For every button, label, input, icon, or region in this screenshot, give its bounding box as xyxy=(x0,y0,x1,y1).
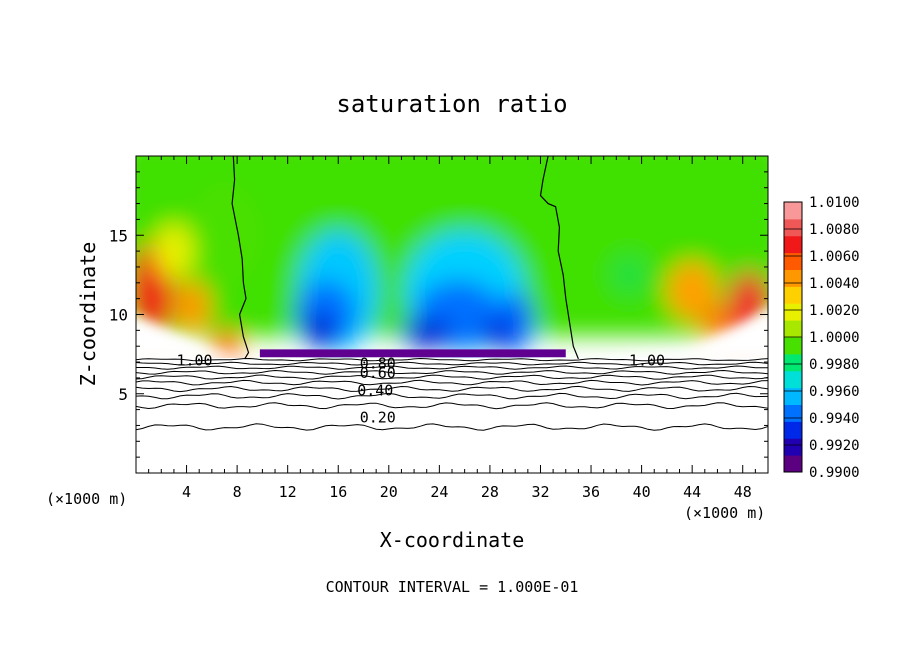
contour-labels: 1.00 1.00 0.800.600.40 0.20 xyxy=(176,351,665,426)
y-axis-label: Z-coordinate xyxy=(76,242,100,387)
x-tick-label: 12 xyxy=(279,483,297,501)
colorbar-swatch xyxy=(784,353,802,372)
x-tick-label: 28 xyxy=(481,483,499,501)
colorbar-label: 1.0060 xyxy=(809,249,860,265)
x-tick-label: 24 xyxy=(430,483,448,501)
field-fringe xyxy=(259,349,566,358)
contour-label: 0.40 xyxy=(357,382,393,400)
colorbar-label: 1.0080 xyxy=(809,222,860,238)
contour-label: 0.60 xyxy=(360,364,396,382)
colorbar-label: 0.9940 xyxy=(809,411,860,427)
colorbar-swatch xyxy=(784,303,802,321)
field-blob xyxy=(213,329,242,358)
contour-line xyxy=(136,402,768,410)
x-tick-label: 48 xyxy=(734,483,752,501)
x-tick-label: 32 xyxy=(531,483,549,501)
contour-label: 1.00 xyxy=(629,351,665,369)
colorbar-swatch xyxy=(784,286,802,304)
contour-interval-footer: CONTOUR INTERVAL = 1.000E-01 xyxy=(326,578,579,596)
x-tick-label: 4 xyxy=(182,483,191,501)
field-blob xyxy=(701,306,734,339)
contour-line xyxy=(136,369,768,375)
colorbar-swatch xyxy=(784,404,802,422)
saturation-field xyxy=(136,156,768,473)
mask-right xyxy=(591,307,768,359)
colorbar-label: 0.9980 xyxy=(809,357,860,373)
contour-line xyxy=(136,374,768,380)
contour-line xyxy=(136,361,768,366)
y-tick-label: 15 xyxy=(109,226,128,245)
y-tick-label: 5 xyxy=(118,385,128,404)
x-axis-ticks: 4 8 12 16 20 24 28 32 36 40 44 48 xyxy=(148,156,756,501)
colorbar-swatch xyxy=(784,320,802,338)
contour-line xyxy=(136,392,768,400)
contour-line xyxy=(136,357,768,362)
contour-lines xyxy=(136,156,768,431)
field-blob xyxy=(301,314,338,347)
colorbar-swatch xyxy=(784,337,802,355)
colorbar-label: 1.0020 xyxy=(809,303,860,319)
contour-line xyxy=(136,379,768,386)
colorbar-swatch xyxy=(784,269,802,287)
colorbar: 1.0100 1.0080 1.0060 1.0040 1.0020 1.0000 0.99… xyxy=(783,195,860,481)
field-blob xyxy=(666,260,719,321)
field-blob xyxy=(188,183,261,288)
contour-line xyxy=(136,385,768,393)
field-blobs xyxy=(136,156,768,358)
field-blob xyxy=(610,254,647,295)
colorbar-swatch xyxy=(784,252,802,271)
x-unit-right: (×1000 m) xyxy=(684,504,765,522)
colorbar-swatch xyxy=(784,455,802,473)
field-blob xyxy=(153,223,194,280)
field-blob xyxy=(482,319,511,348)
colorbar-swatch xyxy=(784,202,802,220)
colorbar-swatch xyxy=(784,387,802,406)
x-tick-label: 36 xyxy=(582,483,600,501)
y-tick-label: 10 xyxy=(109,306,128,325)
colorbar-swatch xyxy=(784,370,802,389)
x-axis-label: X-coordinate xyxy=(380,528,525,552)
contour-label: 0.80 xyxy=(360,355,396,373)
chart-title: saturation ratio xyxy=(336,90,567,118)
contour-line xyxy=(136,423,768,431)
x-tick-label: 44 xyxy=(683,483,701,501)
colorbar-label: 0.9920 xyxy=(809,438,860,454)
x-tick-label: 16 xyxy=(329,483,347,501)
contour-line xyxy=(136,365,768,370)
colorbar-label: 1.0100 xyxy=(809,195,860,211)
contour-label: 1.00 xyxy=(176,351,212,369)
plot-area xyxy=(136,156,768,473)
x-tick-label: 20 xyxy=(380,483,398,501)
x-unit-left: (×1000 m) xyxy=(46,490,127,508)
field-blob xyxy=(581,175,702,296)
colorbar-label: 1.0040 xyxy=(809,276,860,292)
mask-left xyxy=(136,315,243,359)
colorbar-label: 1.0000 xyxy=(809,330,860,346)
contour-label: 0.20 xyxy=(360,409,396,427)
field-masks xyxy=(136,307,768,359)
x-tick-label: 8 xyxy=(233,483,242,501)
colorbar-swatch xyxy=(784,421,802,439)
colorbar-label: 0.9900 xyxy=(809,465,860,481)
contour-1-left xyxy=(231,156,250,360)
colorbar-label: 0.9960 xyxy=(809,384,860,400)
colorbar-swatch xyxy=(784,218,802,237)
field-blob xyxy=(174,280,211,333)
field-blob xyxy=(400,319,453,348)
y-axis-ticks: 5 10 15 xyxy=(109,171,768,458)
colorbar-swatch xyxy=(784,438,802,456)
colorbar-swatch xyxy=(784,235,802,254)
x-tick-label: 40 xyxy=(633,483,651,501)
contour-1-right xyxy=(539,156,579,360)
